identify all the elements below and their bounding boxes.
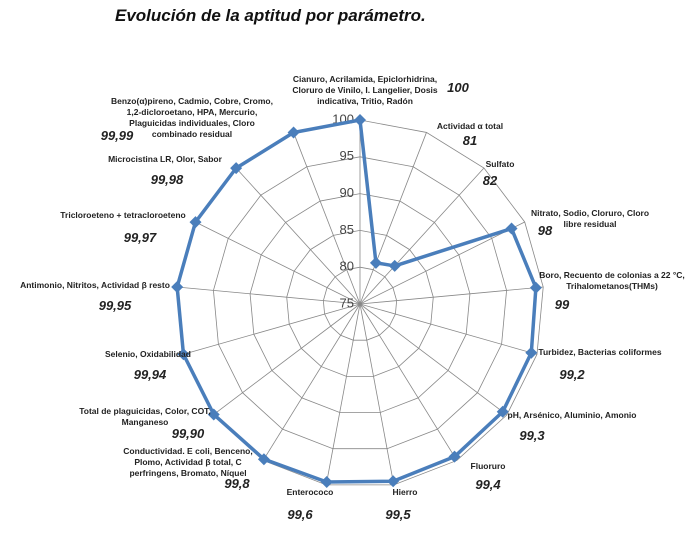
value-label: 81 [462, 133, 478, 148]
category-label: Selenio, Oxidabilidad [105, 349, 191, 359]
category-label: Total de plaguicidas, Color, COT, Mangan… [79, 406, 211, 427]
marker [505, 222, 518, 235]
value-label: 99 [554, 297, 570, 312]
spoke [262, 303, 361, 461]
grid-ring [322, 266, 398, 341]
tick-label: 90 [340, 185, 354, 200]
spoke [235, 167, 361, 305]
spoke [359, 303, 458, 461]
marker [230, 162, 243, 175]
value-label: 99,5 [385, 507, 411, 522]
marker [354, 114, 366, 126]
value-label: 99,95 [98, 298, 132, 313]
grid-ring [213, 156, 507, 450]
spoke [359, 221, 525, 305]
category-label: Cianuro, Acrilamida, Epiclorhidrina, Clo… [292, 74, 438, 106]
category-label: Antimonio, Nitritos, Actividad β resto [20, 280, 170, 290]
marker [207, 408, 220, 421]
category-label: Microcistina LR, Olor, Sabor [108, 154, 222, 164]
marker [177, 348, 190, 361]
marker [189, 216, 202, 229]
marker [287, 126, 300, 139]
spoke [195, 221, 361, 305]
tick-label: 75 [340, 295, 354, 310]
value-label: 100 [447, 80, 469, 95]
marker [369, 256, 382, 269]
value-label: 82 [482, 173, 498, 188]
spoke [359, 303, 538, 355]
marker [448, 450, 461, 463]
spoke [325, 303, 361, 485]
value-label: 99,8 [224, 476, 250, 491]
marker [320, 475, 333, 488]
category-label: pH, Arsénico, Aluminio, Amonio [507, 410, 637, 420]
tick-label: 95 [340, 148, 354, 163]
value-label: 99,98 [150, 172, 184, 187]
grid-ring [286, 229, 434, 377]
marker [525, 346, 538, 359]
category-label: Sulfato [485, 159, 515, 169]
category-label: Tricloroeteno + tetracloroeteno [60, 210, 186, 220]
category-label: Turbidez, Bacterias coliformes [538, 347, 662, 357]
category-label: Actividad α total [436, 121, 504, 131]
marker [388, 259, 401, 272]
value-label: 99,99 [100, 128, 134, 143]
value-label: 99,4 [475, 477, 501, 492]
value-label: 99,6 [287, 507, 313, 522]
value-label: 99,90 [171, 426, 205, 441]
value-label: 99,97 [123, 230, 157, 245]
value-label: 99,94 [133, 367, 167, 382]
value-label: 99,3 [519, 428, 545, 443]
spoke [359, 303, 508, 416]
marker [257, 453, 270, 466]
category-label: Nitrato, Sodio, Cloruro, Cloro libre res… [530, 208, 650, 229]
marker [171, 281, 184, 294]
tick-label: 85 [340, 222, 354, 237]
value-label: 98 [537, 223, 553, 238]
category-label: Enterococo [286, 487, 334, 497]
spoke [176, 286, 361, 305]
spoke [293, 132, 361, 305]
marker [387, 475, 400, 488]
tick-label: 80 [340, 259, 354, 274]
grid-ring [249, 193, 471, 413]
spoke [359, 167, 485, 305]
value-label: 99,2 [559, 367, 585, 382]
spoke [182, 303, 361, 355]
category-label: Fluoruro [470, 461, 506, 471]
marker [529, 281, 542, 294]
spoke [359, 303, 395, 485]
category-label: Conductividad. E coli, Benceno, Plomo, A… [123, 446, 253, 478]
spoke [359, 286, 544, 305]
category-label: Boro, Recuento de colonias a 22 °C, Trih… [539, 270, 685, 291]
category-label: Hierro [392, 487, 418, 497]
spoke [212, 303, 361, 416]
category-label: Benzo(α)pireno, Cadmio, Cobre, Cromo, 1,… [110, 96, 273, 139]
spoke [359, 132, 427, 305]
marker [496, 405, 509, 418]
series-line [175, 118, 538, 484]
chart-title: Evolución de la aptitud por parámetro. [115, 6, 426, 25]
